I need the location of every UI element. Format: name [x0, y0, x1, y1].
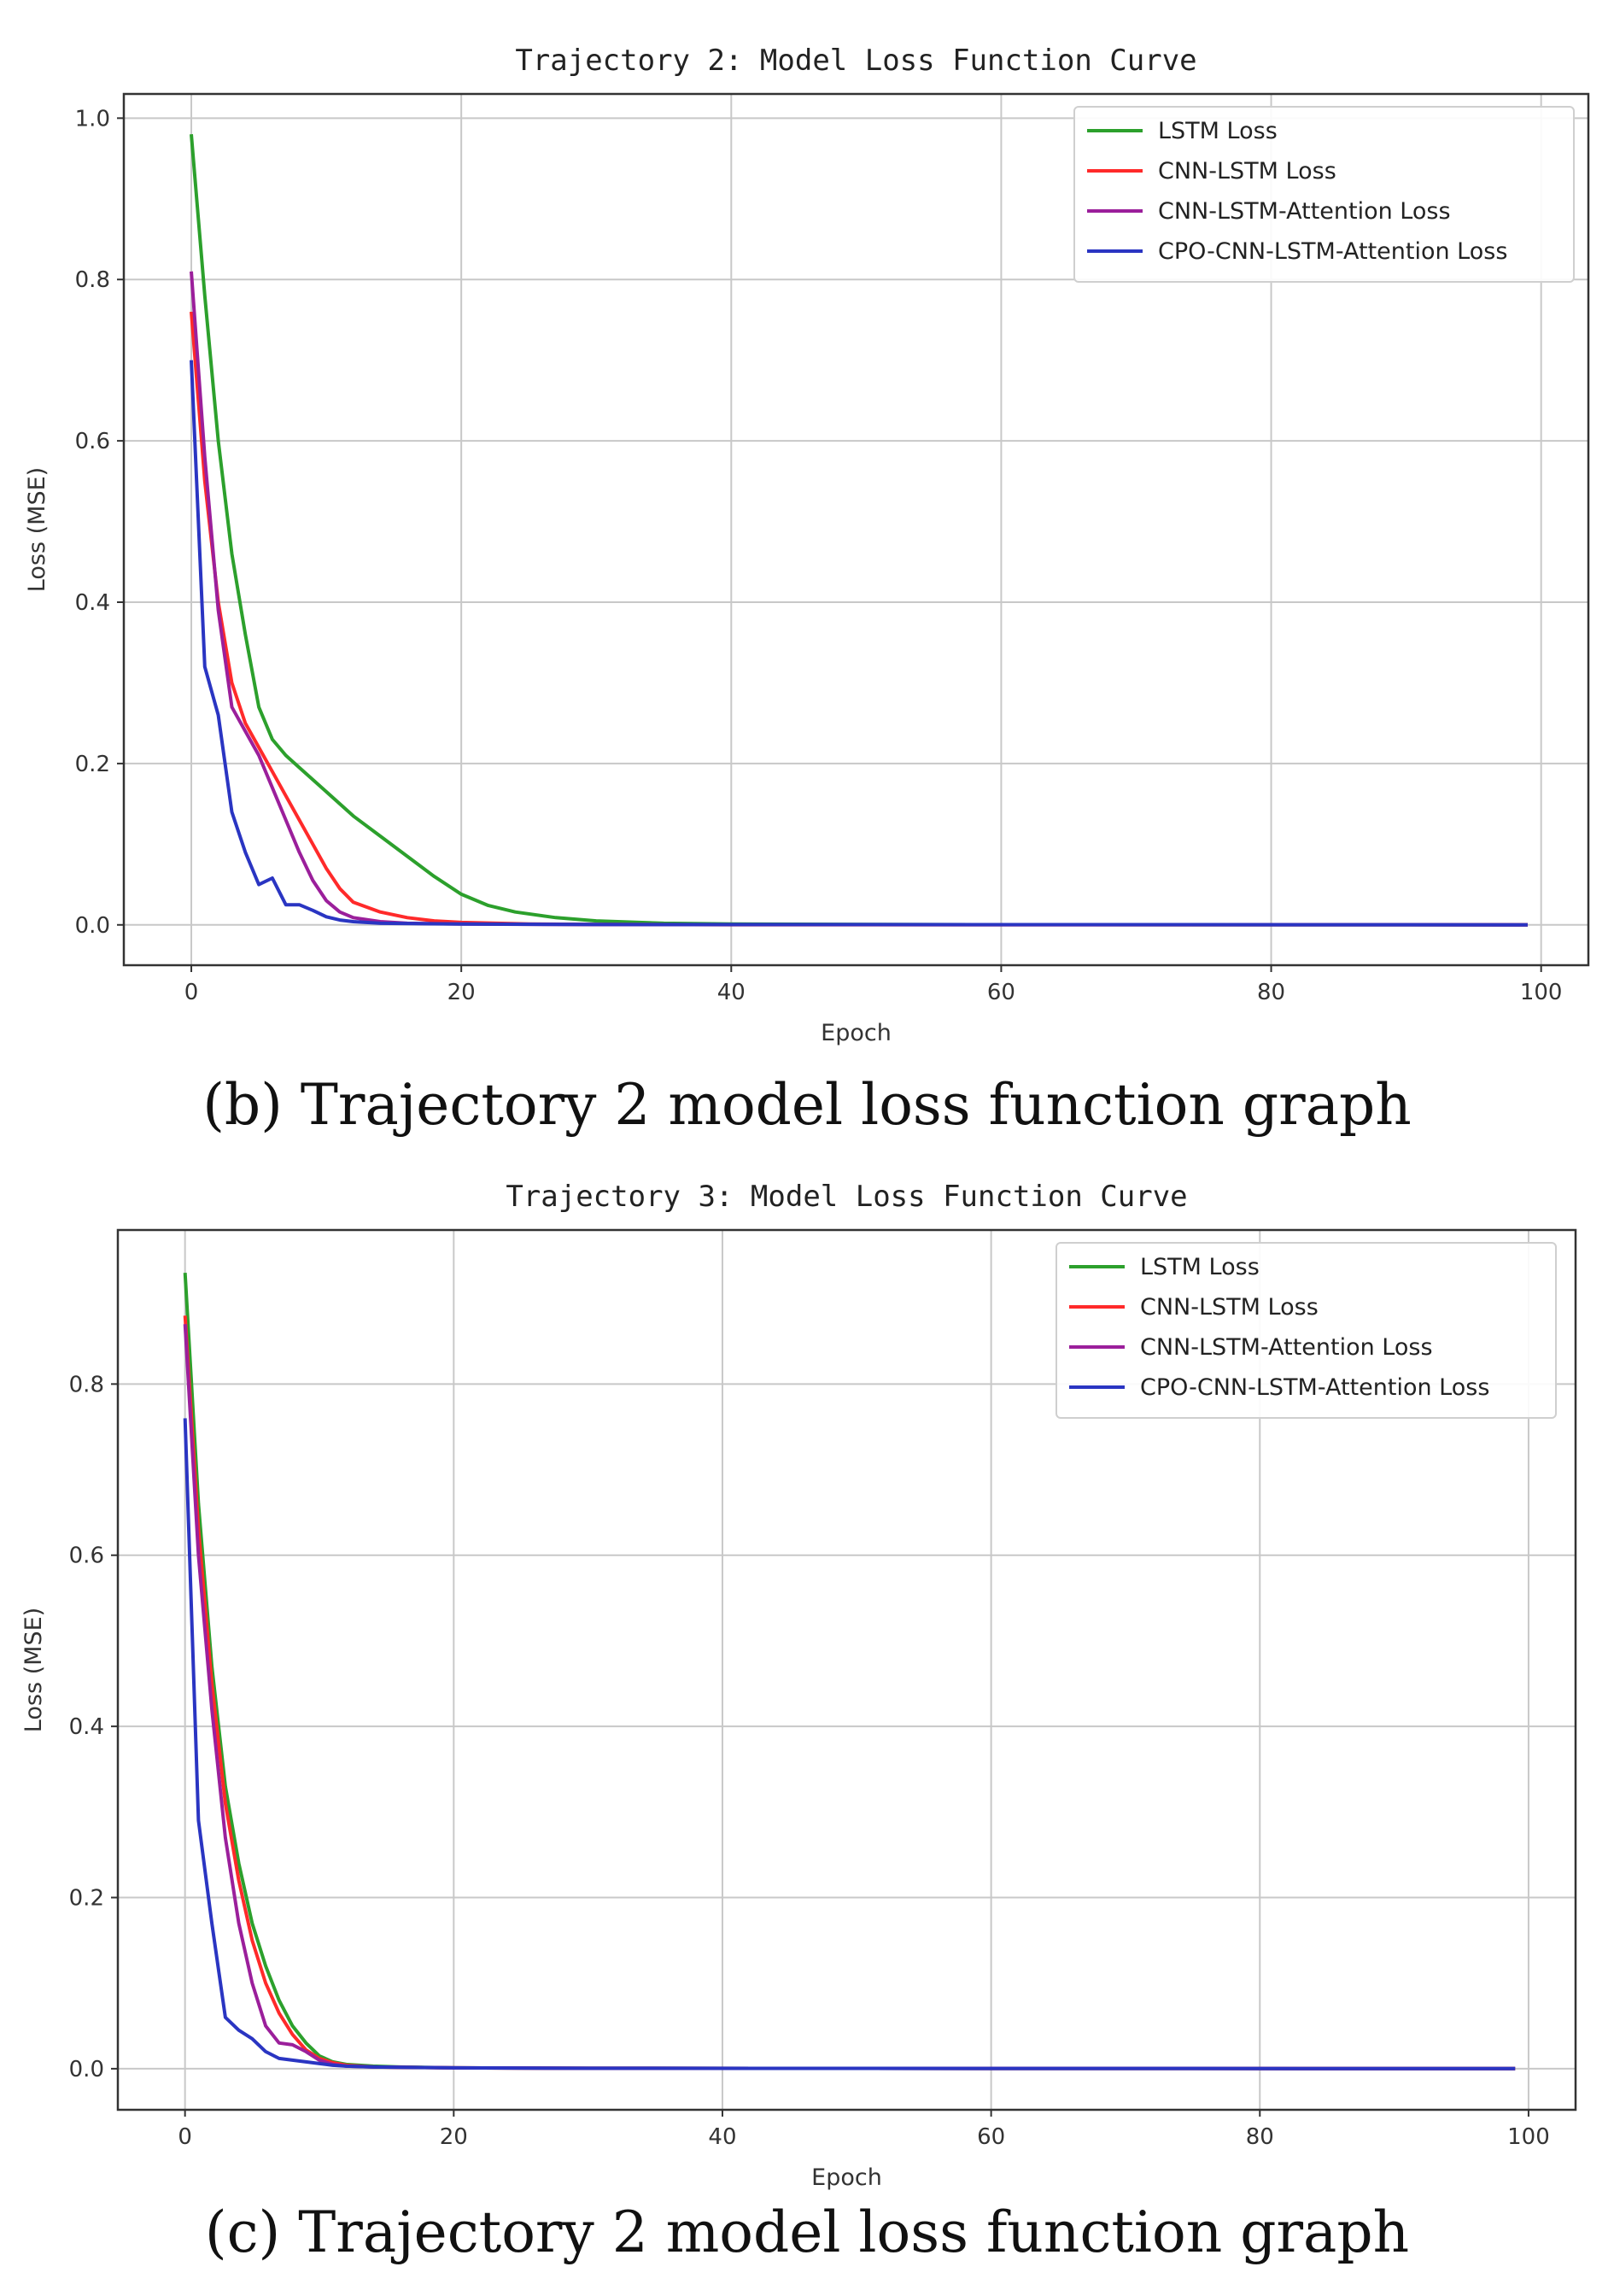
series-line-cnn-lstm-attention-loss — [190, 271, 1528, 927]
legend-label-cpo-cnn-lstm-attention-loss: CPO-CNN-LSTM-Attention Loss — [1140, 1374, 1489, 1401]
x-tick-label: 60 — [987, 980, 1015, 1005]
x-tick-label: 60 — [977, 2124, 1005, 2150]
legend: LSTM Loss CNN-LSTM Loss CNN-LSTM-Attention… — [1073, 106, 1575, 283]
x-tick-label: 0 — [184, 980, 199, 1005]
y-tick-label: 0.6 — [69, 1543, 104, 1569]
caption-b: (b) Trajectory 2 model loss function gra… — [202, 1072, 1412, 1138]
plot-frame — [116, 1228, 1577, 2112]
series-line-cnn-lstm-loss — [190, 311, 1528, 927]
x-tick-label: 100 — [1507, 2124, 1550, 2150]
y-tick-label: 0.0 — [69, 2057, 104, 2082]
legend-label-cnn-lstm-loss: CNN-LSTM Loss — [1140, 1294, 1319, 1321]
legend-label-cnn-lstm-loss: CNN-LSTM Loss — [1158, 158, 1336, 184]
plot-frame — [122, 92, 1590, 967]
x-tick-label: 20 — [440, 2124, 468, 2150]
legend-label-cnn-lstm-attention-loss: CNN-LSTM-Attention Loss — [1158, 198, 1451, 225]
chart-trajectory-3: Trajectory 3: Model Loss Function Curve 0… — [0, 1162, 1614, 2212]
chart-trajectory-2: Trajectory 2: Model Loss Function Curve 0… — [0, 0, 1614, 1076]
y-tick-label: 0.4 — [75, 590, 110, 616]
y-tick-label: 0.2 — [75, 752, 110, 777]
y-tick-label: 0.4 — [69, 1714, 104, 1740]
x-tick-label: 40 — [717, 980, 746, 1005]
chart-title: Trajectory 2: Model Loss Function Curve — [515, 44, 1196, 78]
legend-label-cnn-lstm-attention-loss: CNN-LSTM-Attention Loss — [1140, 1334, 1433, 1361]
y-tick-label: 0.0 — [75, 913, 110, 939]
x-tick-label: 0 — [178, 2124, 192, 2150]
x-tick-label: 20 — [447, 980, 476, 1005]
legend-box — [1073, 106, 1575, 283]
x-tick-label: 100 — [1520, 980, 1563, 1005]
line-chart-trajectory-2: Trajectory 2: Model Loss Function Curve 0… — [24, 44, 1590, 1046]
legend-label-lstm-loss: LSTM Loss — [1158, 118, 1278, 144]
legend-box — [1056, 1242, 1557, 1419]
y-axis-label: Loss (MSE) — [24, 467, 50, 592]
x-tick-label: 80 — [1257, 980, 1285, 1005]
y-tick-label: 0.6 — [75, 429, 110, 454]
chart-title: Trajectory 3: Model Loss Function Curve — [506, 1180, 1187, 1214]
caption-c: (c) Trajectory 2 model loss function gra… — [204, 2199, 1410, 2265]
legend: LSTM Loss CNN-LSTM Loss CNN-LSTM-Attention… — [1056, 1242, 1557, 1419]
legend-label-cpo-cnn-lstm-attention-loss: CPO-CNN-LSTM-Attention Loss — [1158, 238, 1507, 265]
series-line-cnn-lstm-loss — [183, 1315, 1516, 2070]
series-line-cpo-cnn-lstm-attention-loss — [183, 1418, 1516, 2070]
series-line-cpo-cnn-lstm-attention-loss — [190, 360, 1528, 927]
legend-label-lstm-loss: LSTM Loss — [1140, 1254, 1260, 1280]
x-axis-label: Epoch — [811, 2164, 882, 2191]
series-line-cnn-lstm-attention-loss — [183, 1324, 1516, 2070]
y-tick-label: 0.8 — [75, 267, 110, 293]
line-chart-trajectory-3: Trajectory 3: Model Loss Function Curve 0… — [20, 1180, 1577, 2191]
x-tick-label: 80 — [1246, 2124, 1274, 2150]
y-axis-label: Loss (MSE) — [20, 1608, 47, 1732]
x-tick-label: 40 — [708, 2124, 736, 2150]
x-axis-label: Epoch — [821, 1020, 892, 1046]
y-tick-label: 0.8 — [69, 1372, 104, 1397]
y-tick-label: 0.2 — [69, 1886, 104, 1912]
y-tick-label: 1.0 — [75, 106, 110, 132]
